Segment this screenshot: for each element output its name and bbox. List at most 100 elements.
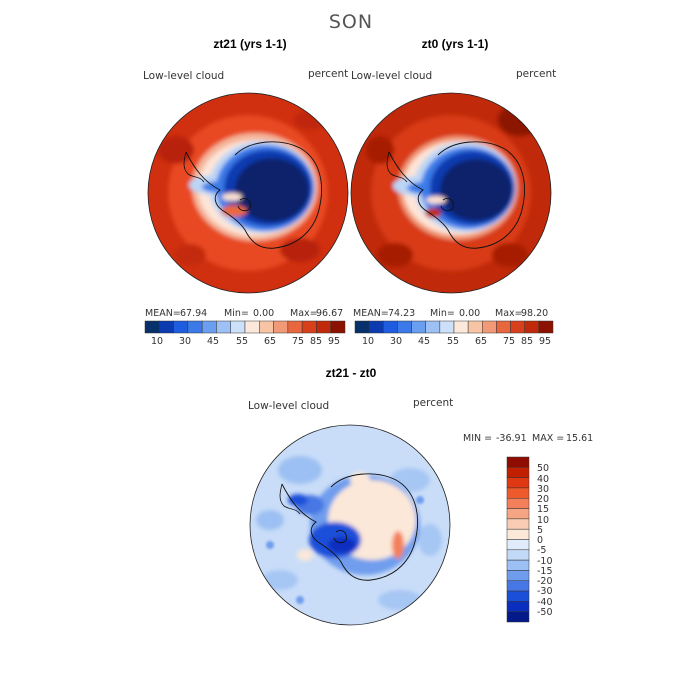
colorbar-swatch (524, 320, 540, 334)
variable-label-zt0: Low-level cloud (351, 70, 432, 82)
map-boundary-zt21 (147, 92, 349, 294)
colorbar-tick: 50 (537, 463, 549, 474)
map-boundary-zt0 (350, 92, 552, 294)
colorbar-tick: 95 (539, 336, 551, 347)
colorbar-swatch (244, 320, 260, 334)
stats-min-zt21: 0.00 (253, 308, 274, 319)
colorbar-tick: 55 (236, 336, 248, 347)
colorbar-tick: 45 (207, 336, 219, 347)
colorbar-swatch (506, 456, 530, 468)
colorbar-swatch (411, 320, 426, 334)
stats-min-label-zt0: Min= (430, 308, 455, 319)
colorbar-tick: 30 (179, 336, 191, 347)
stats-mean-label-zt0: MEAN= (353, 308, 389, 319)
map-boundary-diff (249, 424, 451, 626)
colorbar-tick: 20 (537, 494, 549, 505)
colorbar-tick: -20 (537, 576, 553, 587)
colorbar-swatch (506, 508, 530, 520)
stats-mean-zt21: 67.94 (180, 308, 207, 319)
colorbar-tick: 0 (537, 535, 543, 546)
colorbar-swatch (506, 570, 530, 582)
polar-map-zt21 (148, 93, 348, 293)
panel-title-diff: zt21 - zt0 (326, 366, 377, 380)
colorbar-swatch (506, 580, 530, 592)
stats-min-diff: -36.91 (496, 433, 527, 444)
colorbar-tick: 10 (362, 336, 374, 347)
colorbar-swatch (506, 467, 530, 478)
colorbar-swatch (506, 477, 530, 489)
colorbar-tick: 5 (537, 525, 543, 536)
colorbar-tick: 30 (537, 484, 549, 495)
panel-diff: zt21 - zt0 Low-level cloud percent MIN =… (248, 366, 593, 626)
panel-title-zt0: zt0 (yrs 1-1) (422, 37, 489, 51)
stats-max-label-zt0: Max= (495, 308, 523, 319)
colorbar-tick: 65 (264, 336, 276, 347)
colorbar-zt21 (144, 320, 346, 334)
colorbar-ticks-diff: 50 40 30 20 15 10 5 0 -5 -10 -15 -20 -30… (537, 463, 553, 618)
colorbar-tick: -10 (537, 556, 553, 567)
colorbar-tick: 55 (447, 336, 459, 347)
colorbar-swatch (506, 539, 530, 551)
colorbar-tick: -50 (537, 607, 553, 618)
colorbar-swatch (506, 549, 530, 561)
colorbar-swatch (187, 320, 203, 334)
stats-max-zt0: 98.20 (521, 308, 548, 319)
colorbar-swatch (201, 320, 217, 334)
colorbar-tick: 10 (537, 515, 549, 526)
colorbar-zt0 (354, 320, 554, 334)
stats-min-label-diff: MIN = (463, 433, 492, 444)
colorbar-tick: 15 (537, 504, 549, 515)
colorbar-swatch (273, 320, 289, 334)
colorbar-swatch (383, 320, 398, 334)
colorbar-swatch (510, 320, 525, 334)
colorbar-swatch (506, 590, 530, 602)
panel-zt21: zt21 (yrs 1-1) Low-level cloud percent (143, 37, 349, 347)
colorbar-swatch (506, 518, 530, 530)
colorbar-swatch (368, 320, 384, 334)
colorbar-swatch (144, 320, 160, 334)
units-label-zt21: percent (308, 68, 348, 80)
colorbar-swatch (453, 320, 469, 334)
colorbar-swatch (425, 320, 441, 334)
colorbar-swatch (506, 559, 530, 571)
colorbar-swatch (506, 611, 530, 623)
colorbar-swatch (506, 601, 530, 612)
colorbar-swatch (316, 320, 331, 334)
stats-mean-label-zt21: MEAN= (145, 308, 181, 319)
colorbar-tick: 45 (418, 336, 430, 347)
colorbar-tick: 10 (151, 336, 163, 347)
colorbar-tick: 40 (537, 474, 549, 485)
colorbar-tick: 85 (310, 336, 322, 347)
variable-label-diff: Low-level cloud (248, 400, 329, 412)
colorbar-ticks-zt0: 10 30 45 55 65 75 85 95 (362, 336, 551, 347)
colorbar-swatch (287, 320, 303, 334)
figure-title: SON (329, 11, 373, 33)
colorbar-ticks-zt21: 10 30 45 55 65 75 85 95 (151, 336, 340, 347)
stats-min-label-zt21: Min= (224, 308, 249, 319)
colorbar-swatch (354, 320, 370, 334)
stats-max-diff: 15.61 (566, 433, 593, 444)
colorbar-tick: -5 (537, 545, 546, 556)
stats-max-label-zt21: Max= (290, 308, 318, 319)
colorbar-swatch (230, 320, 246, 334)
colorbar-swatch (506, 487, 530, 499)
colorbar-swatch (397, 320, 412, 334)
colorbar-swatch (330, 320, 346, 334)
colorbar-swatch (482, 320, 497, 334)
colorbar-tick: 95 (328, 336, 340, 347)
colorbar-swatch (506, 498, 530, 509)
variable-label-zt21: Low-level cloud (143, 70, 224, 82)
polar-map-zt0 (351, 93, 551, 293)
units-label-zt0: percent (516, 68, 556, 80)
colorbar-swatch (159, 320, 174, 334)
stats-mean-zt0: 74.23 (388, 308, 415, 319)
colorbar-tick: -40 (537, 597, 553, 608)
panel-zt0: zt0 (yrs 1-1) Low-level cloud percent (350, 37, 556, 347)
colorbar-swatch (496, 320, 511, 334)
colorbar-tick: 75 (292, 336, 304, 347)
colorbar-tick: -15 (537, 566, 553, 577)
colorbar-swatch (216, 320, 231, 334)
panel-title-zt21: zt21 (yrs 1-1) (213, 37, 286, 51)
colorbar-diff (506, 456, 530, 623)
